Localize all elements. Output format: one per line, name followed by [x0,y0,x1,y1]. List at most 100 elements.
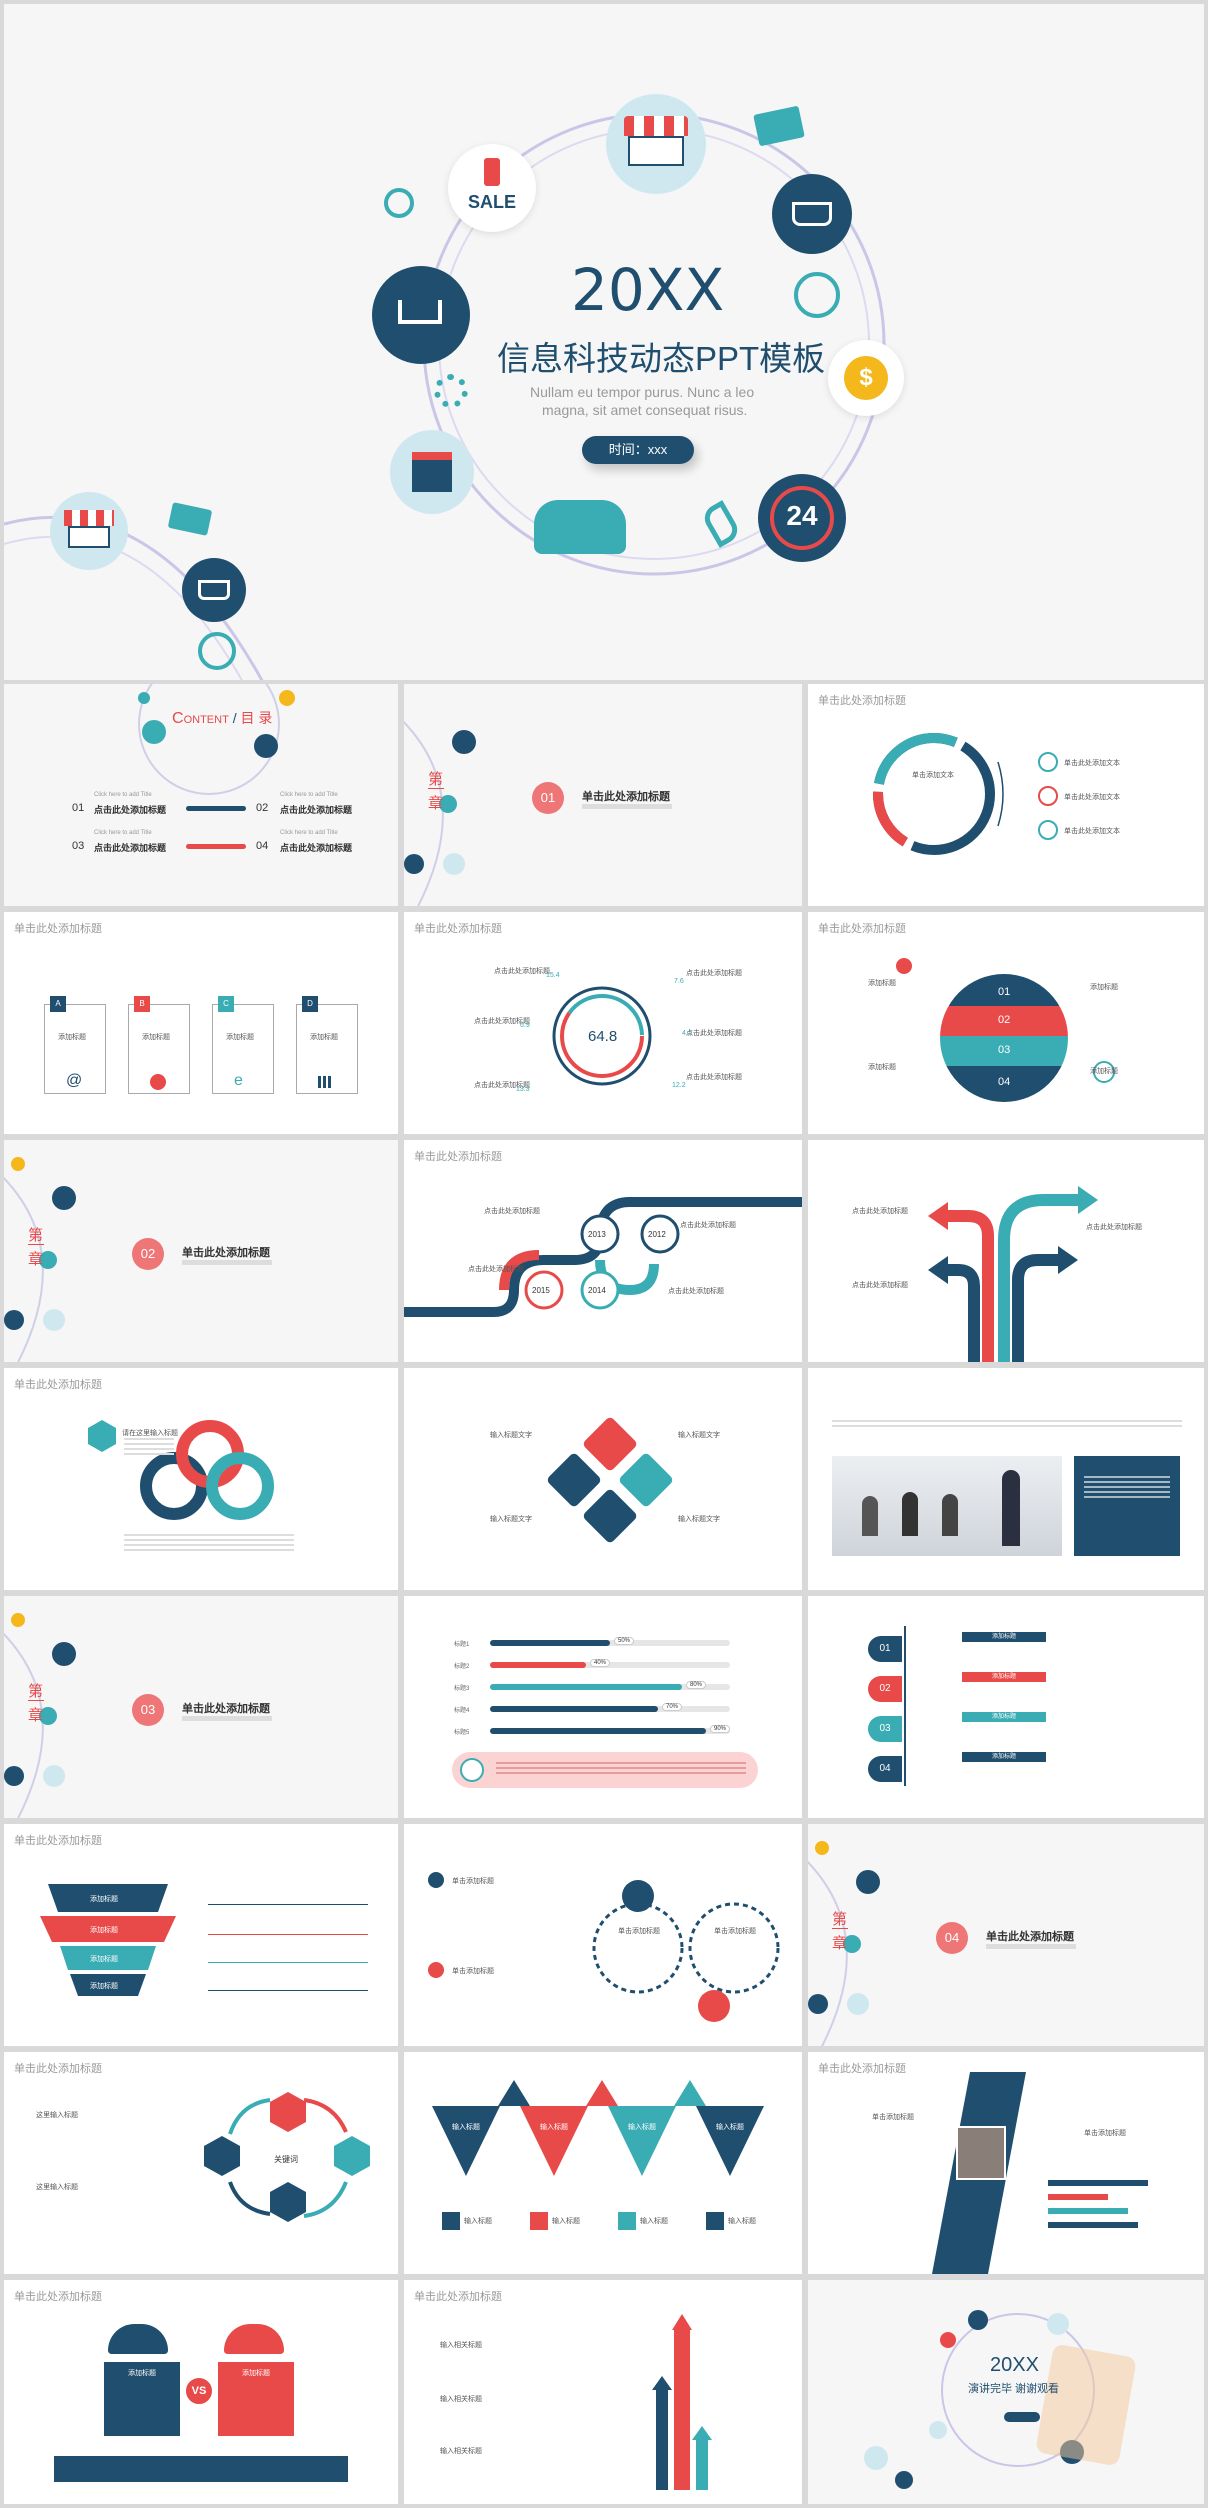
slide-photo-meeting[interactable] [808,1368,1204,1590]
triangle-sublabel: 输入标题 [552,2218,580,2225]
slide-profile[interactable]: 单击此处添加标题 单击添加标题 单击添加标题 [808,2052,1204,2274]
slide-contents[interactable]: CONTENT / 目 录 Click here to add Title 01… [4,684,398,906]
meeting-photo [832,1456,1062,1556]
dashed-item-title: 单击添加标题 [452,1968,494,1975]
slide-cover[interactable]: SALE $ 24 20XX 信息科技动态PPT模板 Nullam eu tem… [4,4,1204,680]
slide-timeline[interactable]: 单击此处添加标题 2013 2012 2015 2014 点击此处添加标题 点击… [404,1140,802,1362]
slide-abcd[interactable]: 单击此处添加标题 A 添加标题 @ B 添加标题 C 添加标题 e D 添加标题 [4,912,398,1134]
progress-bar-fill [490,1662,586,1668]
contents-title: CONTENT / 目 录 [172,710,273,727]
contents-item-02[interactable]: 点击此处添加标题 [280,805,353,815]
dashed-chart [428,1872,780,2022]
timeline-year: 2013 [588,1230,606,1239]
slide-chapter-04[interactable]: 第 章 04 单击此处添加标题 [808,1824,1204,2046]
abcd-card-a[interactable] [44,1004,106,1094]
dashed-item-title: 单击添加标题 [714,1928,756,1935]
slide-progress[interactable]: 标题1 50% 标题2 40% 标题3 80% 标题4 70% 标题5 90% [404,1596,802,1818]
slide-globe[interactable]: 单击此处添加标题 01 02 03 04 添加标题 添加标题 添加标题 添加标题 [808,912,1204,1134]
storefront-icon [390,430,474,514]
progress-bar-percent: 80% [686,1681,707,1689]
diamond-item-title: 输入标题文字 [678,1516,720,1523]
triangles-chart [432,2080,764,2230]
slide-arrows[interactable]: 点击此处添加标题 点击此处添加标题 点击此处添加标题 [808,1140,1204,1362]
gauge-item-title: 点击此处添加标题 [474,1018,530,1025]
slide-gauge[interactable]: 单击此处添加标题 64.8 点击此处添加标题 点击此处添加标题 点击此处添加标题… [404,912,802,1134]
contents-bar-navy [186,806,246,811]
photo-caption-box [1074,1456,1180,1556]
funnel-label: 添加标题 [90,1956,118,1963]
bar-chart-icon [318,1076,334,1088]
slide-chapter-01[interactable]: 第 章 01 单击此处添加标题 [404,684,802,906]
progress-bar-fill [490,1684,682,1690]
contents-item-03[interactable]: 点击此处添加标题 [94,843,167,853]
dashed-item-title: 单击添加标题 [452,1878,494,1885]
gauge-item-title: 点击此处添加标题 [686,1030,742,1037]
abcd-card-c[interactable] [212,1004,274,1094]
profile-band [932,2072,1026,2274]
timeline-item-title: 点击此处添加标题 [668,1288,724,1295]
slide-chapter-03[interactable]: 第 章 03 单击此处添加标题 [4,1596,398,1818]
chapter-number: 04 [936,1922,968,1954]
slide-funnel[interactable]: 单击此处添加标题 添加标题 添加标题 添加标题 添加标题 [4,1824,398,2046]
globe-label-02: 02 [998,1014,1011,1026]
abcd-tab-d: D [302,996,318,1012]
tall-arrows-chart [652,2314,712,2490]
chapter-number: 02 [132,1238,164,1270]
profile-item-title: 单击添加标题 [1084,2130,1126,2137]
slide-vs[interactable]: 单击此处添加标题 添加标题 添加标题 VS [4,2280,398,2504]
triangle-label: 输入标题 [716,2124,744,2131]
slide-header: 单击此处添加标题 [14,922,102,935]
slide-tall-arrows[interactable]: 单击此处添加标题 输入相关标题 输入相关标题 输入相关标题 [404,2280,802,2504]
slide-ring[interactable]: 单击此处添加标题 单击添加文本 单击此处添加文本 单击此处添加文本 单击此处添加… [808,684,1204,906]
slide-triangles[interactable]: 输入标题 输入标题 输入标题 输入标题 输入标题 输入标题 输入标题 输入标题 [404,2052,802,2274]
abcd-card-d[interactable] [296,1004,358,1094]
gauge-item-title: 点击此处添加标题 [474,1082,530,1089]
contents-item-04[interactable]: 点击此处添加标题 [280,843,353,853]
gauge-item-title: 点击此处添加标题 [494,968,550,975]
shop-stall-icon [606,94,706,194]
slide-hexagon[interactable]: 单击此处添加标题 关键词 这里输入标题 这里输入标题 [4,2052,398,2274]
gauge-number: 6.9 [520,1022,530,1029]
slide-header: 单击此处添加标题 [818,922,906,935]
list4-label: 添加标题 [962,1712,1046,1722]
list4-badge: 02 [868,1676,902,1702]
slide-list4[interactable]: 01 02 03 04 添加标题 添加标题 添加标题 添加标题 [808,1596,1204,1818]
contents-hint: Click here to add Title [94,792,152,798]
contents-decoration [138,684,295,795]
progress-bar-label: 标题3 [454,1686,470,1692]
gauge-chart [552,986,652,1086]
funnel-label: 添加标题 [90,1927,118,1934]
vs-footer [54,2456,348,2482]
venn-item-title: 请在这里输入标题 [122,1430,178,1437]
chapter-di: 第 [28,1683,44,1700]
funnel-label: 添加标题 [90,1896,118,1903]
slide-diamond[interactable]: 输入标题文字 输入标题文字 输入标题文字 输入标题文字 [404,1368,802,1590]
progress-bar-label: 标题5 [454,1730,470,1736]
chapter-decoration [404,721,476,906]
chapter-divider [28,1244,44,1245]
slide-venn[interactable]: 单击此处添加标题 请在这里输入标题 [4,1368,398,1590]
slide-chapter-02[interactable]: 第 章 02 单击此处添加标题 [4,1140,398,1362]
slide-header: 单击此处添加标题 [14,2062,102,2075]
at-icon: @ [66,1072,83,1089]
chapter-subtext [182,1716,272,1721]
contents-item-01[interactable]: 点击此处添加标题 [94,805,167,815]
cover-year: 20XX [571,256,725,324]
gauge-number: 7.6 [674,978,684,985]
tall-arrow-item-title: 输入相关标题 [440,2396,482,2403]
chapter-zhang: 章 [428,795,444,812]
slide-dashed[interactable]: 单击添加标题 单击添加标题 单击添加标题 单击添加标题 [404,1824,802,2046]
timeline-item-title: 点击此处添加标题 [680,1222,736,1229]
time-badge[interactable]: 时间：xxx [582,436,694,464]
slide-header: 单击此处添加标题 [14,1378,102,1391]
progress-footer [452,1752,758,1788]
chapter-subtext [182,1260,272,1265]
profile-bar [1048,2208,1128,2214]
progress-bar-fill [490,1706,658,1712]
slide-ending[interactable]: 20XX 演讲完毕 谢谢观看 [808,2280,1204,2504]
slide-header: 单击此处添加标题 [414,1150,502,1163]
team-icon-right [224,2324,284,2354]
gauge-number: 12.2 [672,1082,686,1089]
timeline-item-title: 点击此处添加标题 [484,1208,540,1215]
chapter-title: 单击此处添加标题 [182,1703,270,1715]
